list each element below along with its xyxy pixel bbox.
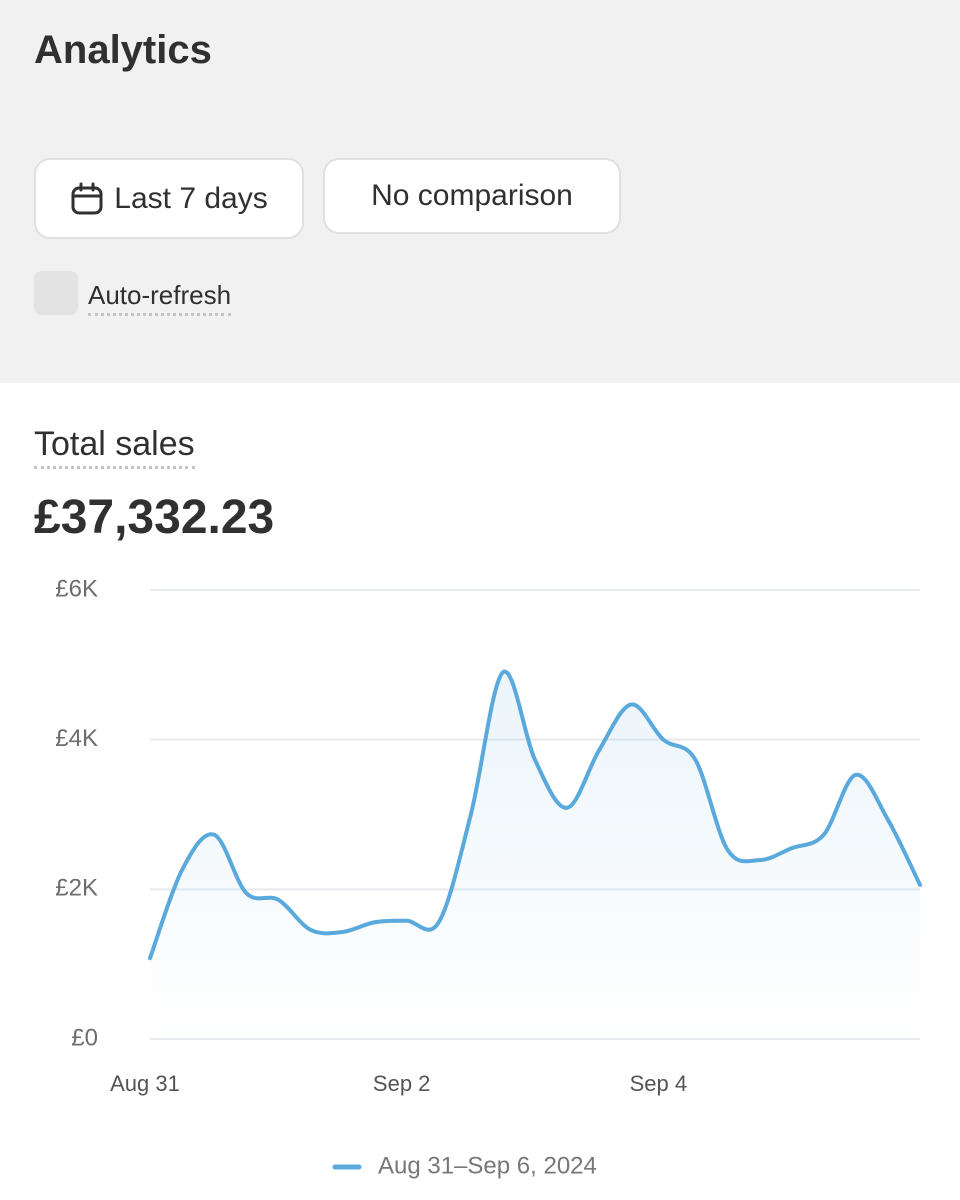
total-value: £37,332.23 bbox=[34, 491, 275, 544]
date-range-label: Last 7 days bbox=[114, 181, 268, 215]
area bbox=[150, 671, 920, 1039]
x-tick-label: Aug 31 bbox=[110, 1071, 180, 1096]
auto-refresh-checkbox[interactable] bbox=[34, 271, 78, 315]
page-title: Analytics bbox=[34, 28, 212, 72]
header: Analytics Last 7 days No comparison Auto… bbox=[0, 0, 960, 383]
y-tick-label: £2K bbox=[55, 875, 98, 902]
y-tick-label: £4K bbox=[55, 725, 98, 752]
legend-label: Aug 31–Sep 6, 2024 bbox=[378, 1152, 597, 1179]
comparison-button[interactable]: No comparison bbox=[323, 158, 621, 234]
date-range-button[interactable]: Last 7 days bbox=[34, 158, 304, 239]
y-tick-label: £0 bbox=[71, 1024, 98, 1051]
x-tick-label: Sep 2 bbox=[373, 1071, 431, 1096]
auto-refresh-label[interactable]: Auto-refresh bbox=[88, 280, 232, 316]
x-tick-label: Sep 4 bbox=[630, 1071, 688, 1096]
comparison-label: No comparison bbox=[371, 179, 573, 212]
line bbox=[148, 669, 922, 961]
calendar-icon bbox=[71, 182, 103, 214]
card-title: Total sales bbox=[34, 425, 195, 469]
y-tick-label: £6K bbox=[55, 575, 98, 602]
